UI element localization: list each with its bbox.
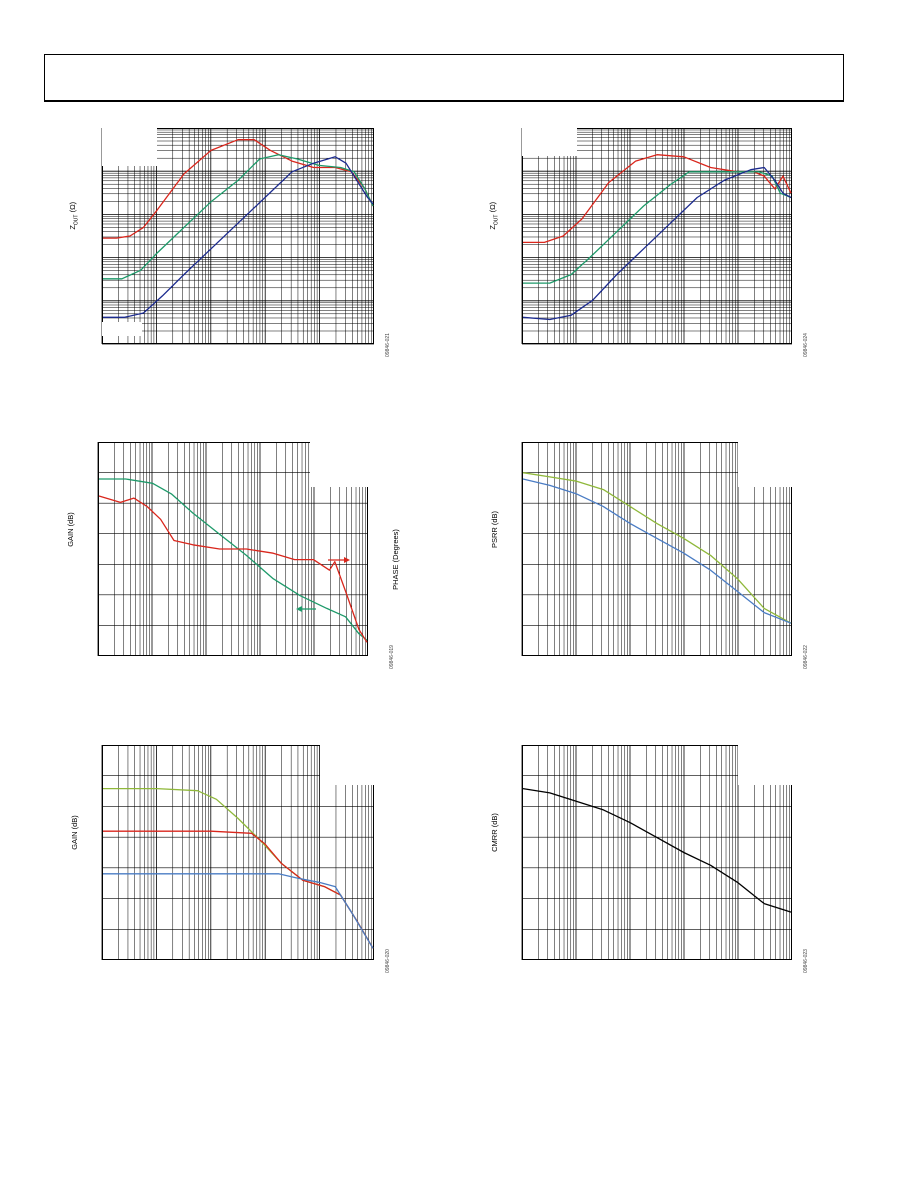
series-line-green [103, 154, 374, 280]
chart-psrr [521, 442, 792, 656]
chart-gain-phase [97, 442, 368, 656]
y-axis-label: GAIN (dB) [65, 511, 75, 547]
chart-gain-closed [101, 745, 374, 960]
figure-id: 09846-021 [384, 333, 391, 357]
legend-block [738, 442, 792, 487]
series-line-red [98, 495, 368, 643]
legend-block [310, 442, 368, 487]
figure-id: 09846-023 [802, 949, 809, 973]
y-axis-label-sub: OUT [493, 214, 500, 226]
chart-zout-left [101, 128, 374, 345]
y-axis-label: ZOUT (Ω) [488, 202, 500, 230]
figure-id: 09846-019 [388, 645, 395, 669]
y-axis-label-sub: OUT [73, 214, 80, 226]
legend-block [102, 128, 157, 166]
series-line-black [522, 787, 792, 913]
y-axis-label: CMRR (dB) [489, 813, 499, 852]
y-axis-label: ZOUT (Ω) [68, 202, 80, 230]
y-axis-label-unit: (Ω) [68, 201, 78, 215]
series-line-red [103, 139, 374, 239]
plot-area [521, 745, 792, 960]
y-axis-label-main: Z [488, 225, 498, 230]
plot-area [97, 442, 368, 656]
phase-arrow-marker [344, 557, 350, 563]
header-box [44, 54, 844, 102]
series-line-blue [103, 156, 374, 318]
y-axis-label: GAIN (dB) [69, 815, 79, 850]
series-line-red [523, 154, 792, 244]
plot-frame [522, 442, 792, 656]
legend-block [738, 745, 792, 785]
y-axis-label-unit: (Ω) [488, 201, 498, 215]
y-axis-label-main: Z [68, 225, 78, 230]
figure-id: 09846-020 [384, 949, 391, 973]
plot-area [521, 442, 792, 656]
series-line-steelblue [103, 873, 374, 949]
y-axis-label: PSRR (dB) [489, 510, 499, 548]
series-line-steelblue [522, 478, 792, 624]
legend-block [522, 128, 577, 156]
gain-arrow-marker [296, 606, 302, 612]
plot-area [101, 128, 374, 345]
legend-block [102, 322, 142, 336]
figure-id: 09846-024 [802, 333, 809, 357]
y-axis-label-right: PHASE (Degrees) [390, 528, 400, 590]
figure-id: 09846-022 [802, 645, 809, 669]
plot-area [521, 128, 792, 345]
series-line-blue [522, 166, 792, 321]
plot-area [101, 745, 374, 960]
chart-cmrr [521, 745, 792, 960]
series-line-lightgreen [522, 472, 792, 624]
series-line-green [99, 478, 368, 641]
legend-block [320, 745, 374, 785]
chart-zout-right [521, 128, 792, 345]
